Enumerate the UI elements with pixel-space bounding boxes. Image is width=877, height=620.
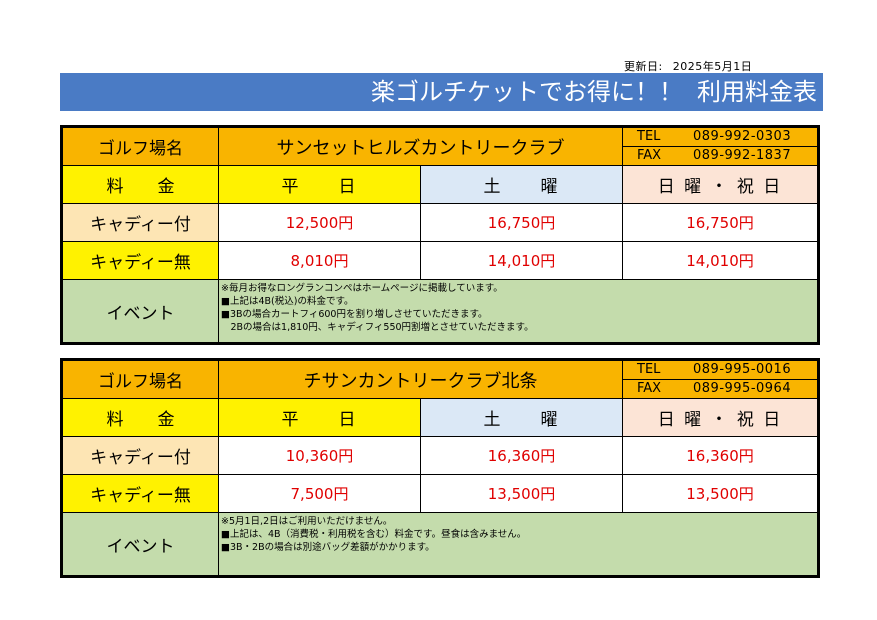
update-date: 更新日: 2025年5月1日 <box>624 58 762 74</box>
tel-line: TEL 089-995-0016 <box>623 361 817 380</box>
course-name-label: ゴルフ場名 <box>61 126 219 166</box>
update-date-label: 更新日: <box>624 60 663 73</box>
without-caddy-holiday-price: 13,500円 <box>622 474 819 513</box>
with-caddy-weekday-price: 10,360円 <box>218 436 421 475</box>
with-caddy-saturday-price: 16,360円 <box>420 436 623 475</box>
event-note: ※毎月お得なロングランコンペはホームページに掲載しています。 <box>221 283 503 294</box>
without-caddy-holiday-price: 14,010円 <box>622 241 819 280</box>
event-note: ■上記は、4B（消費税・利用税を含む）料金です。昼食は含みません。 <box>221 529 527 540</box>
tel-label: TEL <box>637 362 661 377</box>
event-note: ■上記は4B(税込)の料金です。 <box>221 296 354 307</box>
with-caddy-holiday-price: 16,360円 <box>622 436 819 475</box>
update-date-value: 2025年5月1日 <box>672 60 753 73</box>
page-banner: 楽ゴルチケットでお得に！！ 利用料金表 <box>60 73 823 111</box>
without-caddy-saturday-price: 14,010円 <box>420 241 623 280</box>
weekday-header: 平 日 <box>218 165 421 204</box>
holiday-header: 日 曜 ・ 祝 日 <box>622 398 819 437</box>
holiday-header: 日 曜 ・ 祝 日 <box>622 165 819 204</box>
without-caddy-label: キャディー無 <box>61 474 219 513</box>
weekday-header: 平 日 <box>218 398 421 437</box>
with-caddy-weekday-price: 12,500円 <box>218 203 421 242</box>
fax-label: FAX <box>637 148 662 163</box>
event-label: イベント <box>61 512 219 577</box>
fax-line: FAX 089-992-1837 <box>624 147 818 165</box>
without-caddy-weekday-price: 8,010円 <box>218 241 421 280</box>
banner-subtitle: 利用料金表 <box>697 78 817 106</box>
fax-number: 089-992-1837 <box>693 148 792 163</box>
event-note: ■3B・2Bの場合は別途バッグ差額がかかります。 <box>221 542 435 553</box>
course-table-1: ゴルフ場名 サンセットヒルズカントリークラブ TEL 089-992-0303 F… <box>60 125 820 345</box>
event-note: ※5月1日,2日はご利用いただけません。 <box>221 516 393 527</box>
event-note: 2Bの場合は1,810円、キャディフィ550円割増とさせていただきます。 <box>221 322 534 333</box>
event-notes: ※5月1日,2日はご利用いただけません。 ■上記は、4B（消費税・利用税を含む）… <box>218 512 819 577</box>
fax-label: FAX <box>637 381 662 396</box>
event-notes: ※毎月お得なロングランコンペはホームページに掲載しています。 ■上記は4B(税込… <box>218 279 819 344</box>
without-caddy-weekday-price: 7,500円 <box>218 474 421 513</box>
tel-line: TEL 089-992-0303 <box>623 128 817 147</box>
event-note: ■3Bの場合カートフィ600円を割り増しさせていただきます。 <box>221 309 488 320</box>
tel-label: TEL <box>637 129 661 144</box>
fee-label: 料 金 <box>61 165 219 204</box>
course-name: チサンカントリークラブ北条 <box>218 359 623 399</box>
without-caddy-label: キャディー無 <box>61 241 219 280</box>
without-caddy-saturday-price: 13,500円 <box>420 474 623 513</box>
event-label: イベント <box>61 279 219 344</box>
banner-title: 楽ゴルチケットでお得に！！ <box>371 78 683 106</box>
course-contact: TEL 089-992-0303 FAX 089-992-1837 <box>622 126 819 166</box>
with-caddy-label: キャディー付 <box>61 203 219 242</box>
saturday-header: 土 曜 <box>420 398 623 437</box>
fee-label: 料 金 <box>61 398 219 437</box>
fax-number: 089-995-0964 <box>693 381 792 396</box>
with-caddy-holiday-price: 16,750円 <box>622 203 819 242</box>
course-name-label: ゴルフ場名 <box>61 359 219 399</box>
with-caddy-label: キャディー付 <box>61 436 219 475</box>
tel-number: 089-992-0303 <box>693 129 792 144</box>
with-caddy-saturday-price: 16,750円 <box>420 203 623 242</box>
fax-line: FAX 089-995-0964 <box>624 380 818 398</box>
course-contact: TEL 089-995-0016 FAX 089-995-0964 <box>622 359 819 399</box>
saturday-header: 土 曜 <box>420 165 623 204</box>
course-name: サンセットヒルズカントリークラブ <box>218 126 623 166</box>
course-table-2: ゴルフ場名 チサンカントリークラブ北条 TEL 089-995-0016 FAX 0… <box>60 358 820 578</box>
tel-number: 089-995-0016 <box>693 362 792 377</box>
